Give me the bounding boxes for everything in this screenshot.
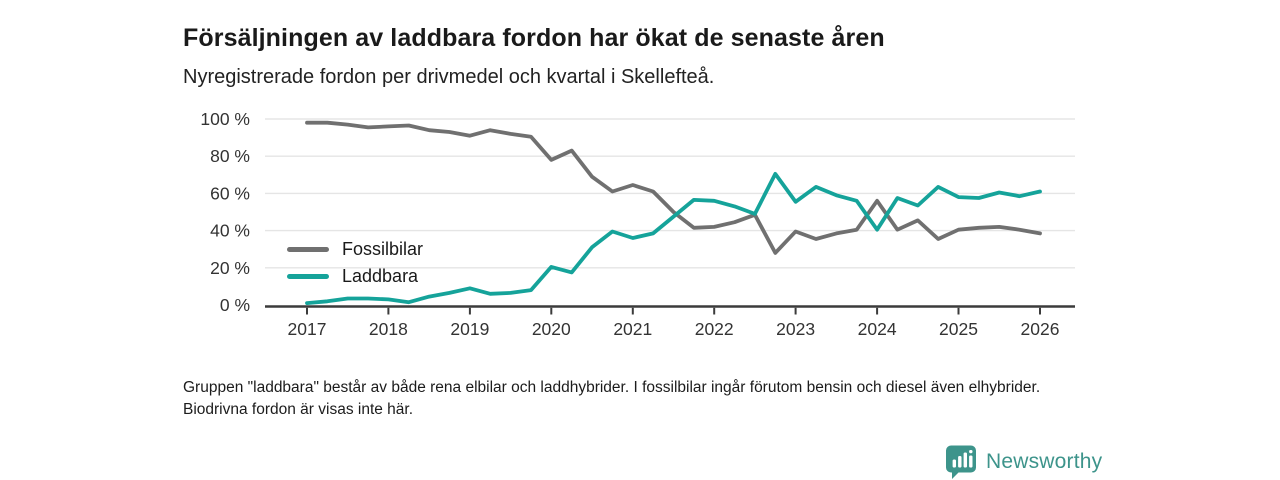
line-chart: 0 % 20 % 40 % 60 % 80 % 100 % 2017 2018 2019 2020… (200, 109, 1075, 339)
x-tick-label: 2021 (613, 319, 652, 339)
x-tick-label: 2017 (288, 319, 327, 339)
fossilbilar-line-swatch (287, 247, 329, 252)
x-tick-label: 2023 (776, 319, 815, 339)
x-tick-label: 2019 (450, 319, 489, 339)
bar-chart-pin-icon (946, 445, 976, 479)
legend-label-laddbara: Laddbara (342, 266, 419, 286)
page-title: Försäljningen av laddbara fordon har öka… (183, 23, 885, 52)
y-tick-label: 20 % (210, 258, 250, 278)
series-line-fossilbilar (305, 120, 1042, 255)
x-tick-label: 2018 (369, 319, 408, 339)
y-tick-label: 100 % (200, 109, 250, 129)
x-tick-label: 2020 (532, 319, 571, 339)
y-tick-label: 40 % (210, 221, 250, 241)
legend-row-fossilbilar: Fossilbilar (287, 236, 423, 263)
x-tick-label: 2024 (858, 319, 897, 339)
laddbara-line-swatch (287, 274, 329, 279)
legend-label-fossilbilar: Fossilbilar (342, 239, 424, 259)
newsworthy-logo: Newsworthy (944, 444, 1102, 479)
chart-footnote: Gruppen "laddbara" består av både rena e… (183, 379, 1041, 418)
newsworthy-wordmark: Newsworthy (986, 449, 1103, 473)
series-line-laddbara (305, 172, 1042, 306)
legend-row-laddbara: Laddbara (287, 263, 423, 290)
y-tick-label: 80 % (210, 146, 250, 166)
x-tick-label: 2026 (1021, 319, 1060, 339)
y-tick-label: 60 % (210, 183, 250, 203)
y-tick-label: 0 % (220, 295, 250, 315)
chart-subtitle: Nyregistrerade fordon per drivmedel och … (183, 66, 715, 88)
x-tick-label: 2022 (695, 319, 734, 339)
chart-legend: Fossilbilar Laddbara (287, 236, 423, 290)
x-tick-label: 2025 (939, 319, 978, 339)
